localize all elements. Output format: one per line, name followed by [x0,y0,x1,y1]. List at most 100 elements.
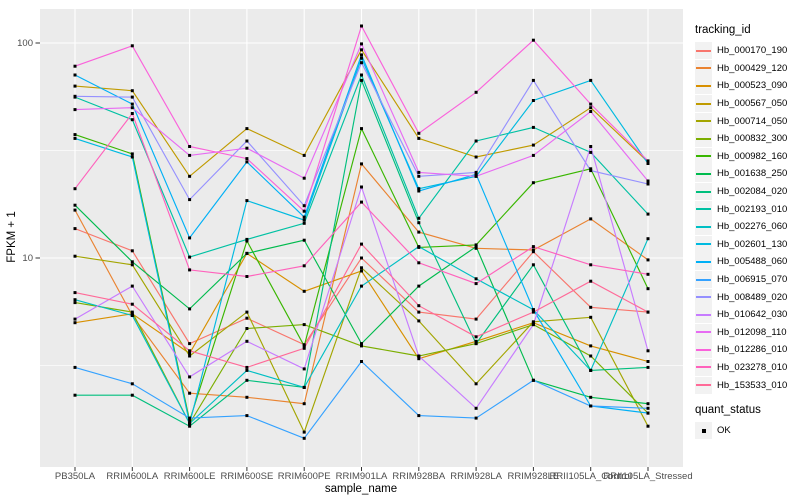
data-point [646,406,650,410]
data-point [73,108,77,112]
data-point [130,393,134,397]
data-point [302,221,306,225]
data-point [245,316,249,320]
x-tick-label: PB350LA [55,471,96,482]
data-point [531,153,535,157]
data-point [73,317,77,321]
data-point [589,78,593,82]
legend-key [695,130,712,148]
data-point [589,395,593,399]
legend-key-line-icon [696,225,711,228]
y-axis-title: FPKM + 1 [6,211,18,262]
legend-item-label: Hb_006915_070 [717,274,788,286]
data-point [73,298,77,302]
data-point [589,150,593,154]
legend-item-Hb_000567_050: Hb_000567_050 [695,95,795,113]
legend-item-label: Hb_010642_030 [717,309,788,321]
data-point [302,402,306,406]
data-point [531,248,535,252]
x-tick-label: RRIM928LE [508,471,560,482]
data-point [73,64,77,68]
data-point [130,310,134,314]
data-point [589,315,593,319]
data-point [73,84,77,88]
data-point [73,73,77,77]
data-point [474,170,478,174]
data-point [360,360,363,363]
data-point [646,237,650,241]
legend-key-line-icon [696,190,711,193]
data-point [130,89,134,93]
data-point [130,106,134,110]
data-point [188,391,192,395]
data-point [73,136,77,140]
data-point [360,73,363,77]
data-point [589,404,593,408]
data-point [302,209,306,213]
y-tick-label: 10 [22,253,33,264]
legend-item-quant-ok: OK [695,422,795,440]
data-point [130,263,134,267]
data-point [245,146,249,150]
legend-item-label: Hb_002276_060 [717,221,788,233]
data-point [474,90,478,94]
data-point [417,189,421,193]
legend-key-line-icon [696,278,711,281]
data-point [245,160,249,164]
data-point [417,261,421,265]
data-point [245,378,249,382]
data-point [474,139,478,143]
legend-key-line-icon [696,243,711,246]
legend-item-Hb_010642_030: Hb_010642_030 [695,306,795,324]
data-point [73,301,77,305]
data-point [188,351,192,355]
legend-key-line-icon [696,67,711,70]
legend-key [695,59,712,77]
legend-item-Hb_002601_130: Hb_002601_130 [695,235,795,254]
legend-key [695,306,712,324]
data-point [360,48,363,52]
data-point [188,419,192,423]
legend-item-label: Hb_002193_010 [717,203,788,215]
data-point [245,327,249,330]
legend-key-line-icon [696,102,711,105]
legend-item-Hb_153533_010: Hb_153533_010 [695,376,795,394]
legend-item-label: Hb_012098_110 [717,326,787,338]
x-tick-label: RRIM928LA [450,471,502,482]
x-tick-label: RRIM600LE [164,471,216,482]
data-point [245,127,249,131]
legend-item-label: Hb_023278_010 [717,361,788,373]
data-point [188,268,192,272]
data-point [245,139,249,143]
x-tick-label: RRII105LA_Control [550,471,632,482]
data-point [531,323,535,327]
data-point [130,118,134,122]
data-point [360,185,363,189]
data-point [245,339,249,343]
data-point [589,354,593,358]
data-point [589,263,593,267]
data-point [589,102,593,106]
data-point [589,344,593,348]
data-point [302,176,306,180]
legend-item-label: Hb_000523_090 [717,80,788,92]
legend-key-line-icon [696,120,711,123]
data-point [130,155,134,159]
data-point [360,284,363,288]
legend-item-Hb_002276_060: Hb_002276_060 [695,218,795,236]
data-point [417,304,421,308]
data-point [531,250,535,254]
data-point [646,272,650,276]
legend-item-label: Hb_000429_120 [717,62,788,74]
data-point [360,127,363,131]
legend-item-Hb_012286_010: Hb_012286_010 [695,341,795,359]
data-point [646,287,650,291]
data-point [417,245,421,249]
data-point [302,238,306,242]
data-point [130,112,134,115]
data-point [589,368,593,372]
data-point [646,402,650,406]
legend-key [695,253,712,271]
data-point [474,342,478,346]
data-point [302,346,306,350]
